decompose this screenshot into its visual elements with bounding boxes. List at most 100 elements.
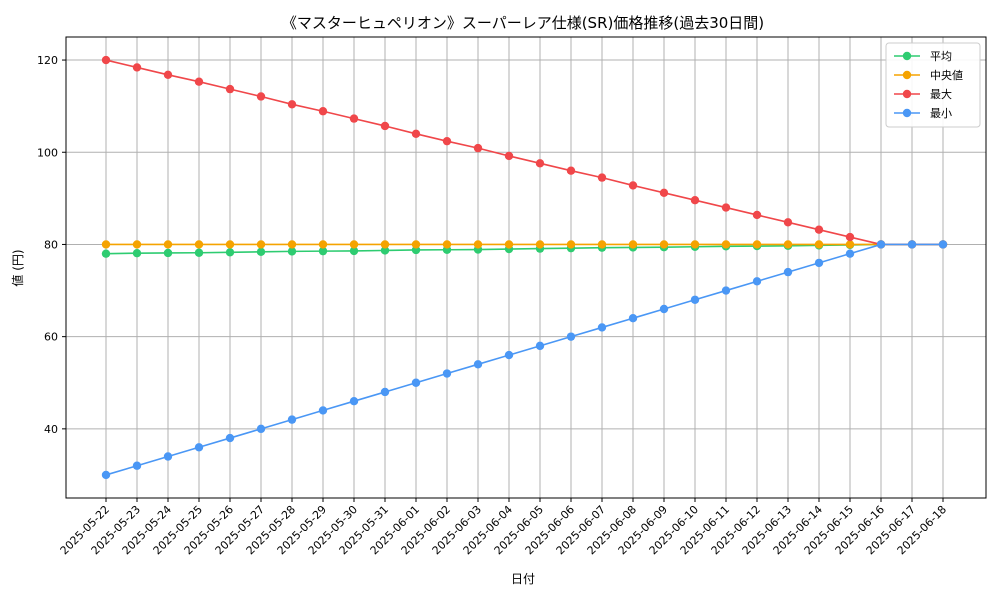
data-point <box>659 188 669 198</box>
data-point <box>907 240 917 249</box>
legend-label: 最小 <box>930 107 952 120</box>
data-point <box>101 240 111 249</box>
data-point <box>132 240 142 249</box>
data-point <box>380 121 390 131</box>
series-line <box>105 243 943 476</box>
y-tick-label: 120 <box>37 54 58 67</box>
data-point <box>814 240 824 249</box>
data-point <box>225 240 235 249</box>
legend-swatch-marker <box>902 51 912 61</box>
data-point <box>473 360 483 369</box>
data-point <box>597 240 607 249</box>
data-point <box>380 246 390 255</box>
data-point <box>566 332 576 341</box>
data-point <box>473 240 483 249</box>
data-point <box>783 218 793 227</box>
legend-label: 平均 <box>930 50 952 63</box>
data-point <box>845 232 855 242</box>
data-point <box>442 369 452 378</box>
data-point <box>380 387 390 397</box>
y-axis-label: 値 (円) <box>10 249 25 286</box>
data-point <box>814 225 824 234</box>
data-point <box>535 240 545 249</box>
data-point <box>380 240 390 249</box>
data-point <box>504 151 514 161</box>
data-point <box>225 433 235 443</box>
data-point <box>132 249 142 258</box>
y-tick-label: 40 <box>44 423 58 436</box>
data-point <box>256 240 266 249</box>
data-point <box>752 277 762 286</box>
data-point <box>783 240 793 249</box>
data-point <box>535 341 545 351</box>
data-point <box>318 406 328 415</box>
y-tick-label: 100 <box>37 146 58 159</box>
data-point <box>690 240 700 249</box>
data-point <box>721 240 731 249</box>
data-point <box>628 314 638 323</box>
legend-swatch-marker <box>902 70 912 80</box>
data-point <box>318 240 328 249</box>
data-point <box>752 210 762 220</box>
legend-swatch-marker <box>902 89 912 99</box>
data-point <box>876 240 886 249</box>
data-point <box>287 415 297 424</box>
data-point <box>845 249 855 258</box>
data-point <box>349 114 359 123</box>
data-point <box>690 295 700 304</box>
data-point <box>194 248 204 257</box>
data-point <box>194 240 204 249</box>
data-point <box>163 240 173 249</box>
data-point <box>163 248 173 258</box>
data-point <box>721 203 731 212</box>
data-point <box>349 240 359 249</box>
legend-label: 中央値 <box>930 69 963 82</box>
data-point <box>442 240 452 249</box>
data-point <box>473 143 483 153</box>
data-point <box>194 77 204 86</box>
series-lines <box>101 55 948 480</box>
chart-title: 《マスターヒュペリオン》スーパーレア仕様(SR)価格推移(過去30日間) <box>282 14 764 32</box>
data-point <box>566 166 576 175</box>
series-line <box>105 243 943 255</box>
data-point <box>256 424 266 434</box>
data-point <box>349 246 359 256</box>
data-point <box>194 443 204 452</box>
data-point <box>752 240 762 249</box>
data-point <box>349 396 359 406</box>
plot-frame <box>65 36 987 499</box>
data-point <box>597 173 607 182</box>
legend-swatch-marker <box>902 108 912 118</box>
data-point <box>318 246 328 256</box>
data-point <box>721 286 731 295</box>
legend-box <box>885 42 981 128</box>
grid-lines <box>66 37 986 498</box>
data-point <box>566 240 576 249</box>
data-point <box>225 248 235 257</box>
data-point <box>535 159 545 168</box>
data-point <box>287 100 297 109</box>
data-point <box>504 350 514 360</box>
data-point <box>659 304 669 314</box>
data-point <box>659 240 669 249</box>
data-point <box>287 240 297 249</box>
data-point <box>845 240 855 249</box>
data-point <box>225 84 235 94</box>
data-point <box>411 240 421 249</box>
data-point <box>628 240 638 249</box>
data-point <box>132 461 142 470</box>
y-tick-label: 60 <box>44 331 58 344</box>
data-point <box>411 378 421 387</box>
data-point <box>256 247 266 257</box>
data-point <box>597 323 607 332</box>
data-point <box>318 107 328 116</box>
data-point <box>442 136 452 146</box>
data-point <box>814 258 824 268</box>
series-4 <box>101 240 948 480</box>
data-point <box>411 129 421 139</box>
y-tick-label: 80 <box>44 238 58 251</box>
data-point <box>783 267 793 277</box>
data-point <box>287 247 297 256</box>
